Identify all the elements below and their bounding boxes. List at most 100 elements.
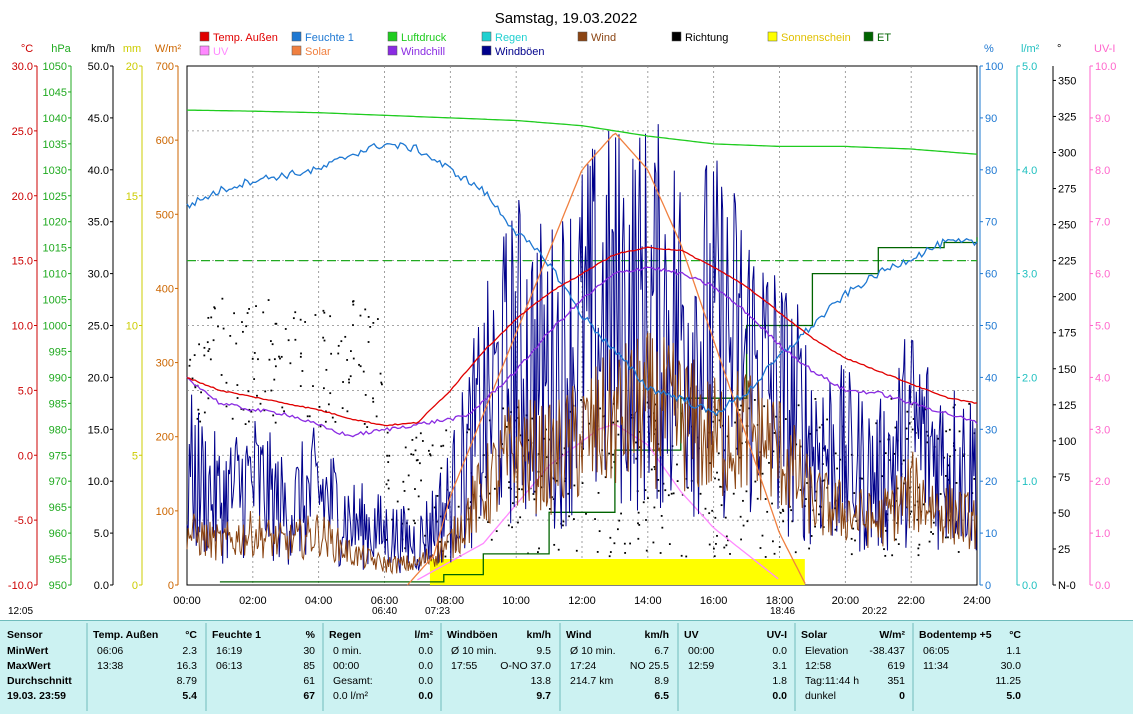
x-tick-label: 10:00 [502,595,530,607]
richtung-point [198,343,201,346]
stats-header: Temp. Außen [93,629,158,641]
richtung-point [854,539,856,542]
legend-swatch [577,31,588,42]
richtung-point [906,437,908,440]
richtung-point [668,543,671,545]
richtung-point [322,309,325,312]
richtung-point [534,490,536,493]
stats-header-unit: °C [1009,629,1021,641]
richtung-point [352,300,355,302]
richtung-point [563,447,566,450]
richtung-point [853,492,856,494]
axis-tick-label: 125 [1058,400,1076,412]
richtung-point [672,492,675,495]
richtung-point [638,524,641,526]
richtung-point [818,426,821,429]
stats-header: Windböen [447,629,498,641]
axis-tick-label: 3.0 [1095,424,1110,436]
richtung-point [352,357,355,360]
richtung-point [493,487,496,490]
stats-cell-value: 13.8 [531,675,552,687]
x-tick-label: 22:00 [897,595,925,607]
richtung-point [253,378,256,380]
richtung-point [264,390,267,393]
legend-label: Regen [495,32,527,44]
x-tick-label: 02:00 [239,595,267,607]
statistics-panel: Sensor Temp. Außen °C Feuchte 1% Regen l/m² Wi… [0,620,1133,714]
richtung-point [381,383,383,386]
richtung-point [349,375,352,378]
stats-cell-label: 00:00 [333,660,359,672]
richtung-point [725,544,728,547]
richtung-point [713,555,716,558]
richtung-point [431,444,434,447]
richtung-point [917,486,920,489]
richtung-point [928,540,931,543]
richtung-point [647,497,649,500]
axis-tick-label: 965 [49,502,67,514]
axis-tick-label: 0.0 [1022,580,1037,592]
richtung-point [637,511,640,514]
richtung-point [440,445,443,448]
stats-header-unit: °C [185,629,197,641]
axis-tick-label: 10.0 [1095,61,1116,73]
axis-tick-label: 20.0 [12,191,33,203]
richtung-point [648,432,650,435]
richtung-point [294,338,297,341]
richtung-point [836,467,839,470]
richtung-point [597,491,600,494]
stats-cell-label: Ø 10 min. [451,645,497,657]
richtung-point [416,459,419,461]
stats-cell-value: 0.0 [772,690,787,702]
richtung-point [810,535,813,537]
richtung-point [608,452,610,455]
richtung-point [314,314,317,316]
richtung-point [885,497,888,500]
richtung-point [604,476,607,479]
richtung-point [723,490,726,493]
richtung-point [427,449,430,452]
axis-unit: hPa [51,43,71,55]
richtung-point [742,499,744,502]
richtung-point [726,435,729,438]
axis-tick-label: 100 [1058,436,1076,448]
richtung-point [531,417,534,420]
chart-title: Samstag, 19.03.2022 [495,10,638,27]
richtung-point [645,519,647,521]
axis-tick-label: 950 [49,580,67,592]
richtung-point [330,352,333,355]
richtung-point [287,339,290,342]
richtung-point [635,441,637,444]
stats-header-unit: % [306,629,316,641]
axis-tick-label: 4.0 [1022,165,1037,177]
richtung-point [267,299,270,301]
richtung-point [638,430,641,433]
x-tick-label: 08:00 [437,595,465,607]
axis-tick-label: -10.0 [8,580,33,592]
richtung-point [581,482,584,484]
richtung-point [734,421,737,424]
richtung-point [537,551,539,553]
richtung-point [362,370,365,373]
richtung-point [221,297,224,300]
richtung-point [200,391,203,394]
richtung-point [623,542,626,545]
richtung-point [771,502,773,505]
richtung-point [926,441,929,444]
stats-cell-value: 2.3 [182,645,197,657]
richtung-point [359,314,362,317]
richtung-point [772,540,774,543]
axis-tick-label: 980 [49,424,67,436]
richtung-point [768,461,770,464]
richtung-point [716,408,719,411]
sunshine-band [429,559,805,585]
axis-tick-label: 15.0 [12,256,33,268]
richtung-point [958,430,961,433]
stats-cell-value: 0.0 [418,645,433,657]
richtung-point [917,506,920,509]
richtung-point [214,307,216,310]
richtung-point [943,456,945,459]
richtung-point [210,316,213,319]
richtung-point [505,425,508,428]
richtung-point [906,410,909,413]
